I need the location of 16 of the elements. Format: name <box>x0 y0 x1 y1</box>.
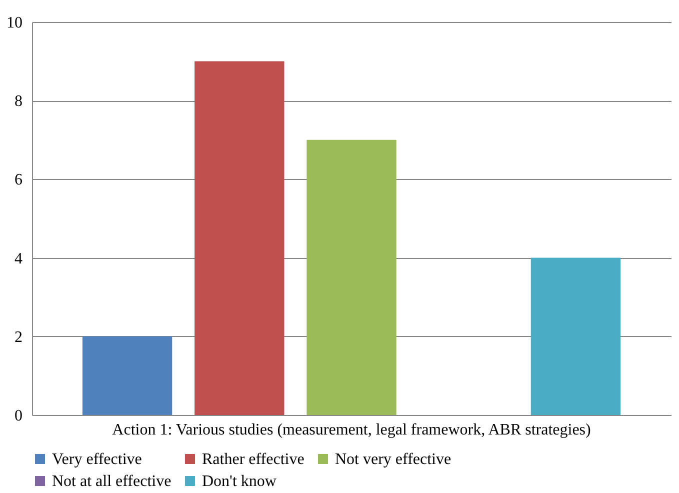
y-tick-label: 4 <box>14 250 22 268</box>
bar <box>306 140 396 415</box>
bar <box>82 336 172 415</box>
legend-label: Not at all effective <box>52 473 172 490</box>
y-tick-label: 2 <box>14 328 22 346</box>
legend-label: Don't know <box>202 473 277 490</box>
bar <box>194 61 284 415</box>
y-tick-label: 8 <box>14 93 22 110</box>
legend-label: Rather effective <box>202 451 304 468</box>
legend-label: Very effective <box>52 451 142 468</box>
bar <box>530 258 621 415</box>
y-tick-label: 10 <box>6 14 22 32</box>
y-tick-label: 0 <box>14 408 22 424</box>
x-tick-label: Action 1: Various studies (measurement, legal framework, ABR strategies) <box>112 422 591 438</box>
legend-label: Not very effective <box>335 451 452 468</box>
y-tick-label: 6 <box>14 172 22 189</box>
